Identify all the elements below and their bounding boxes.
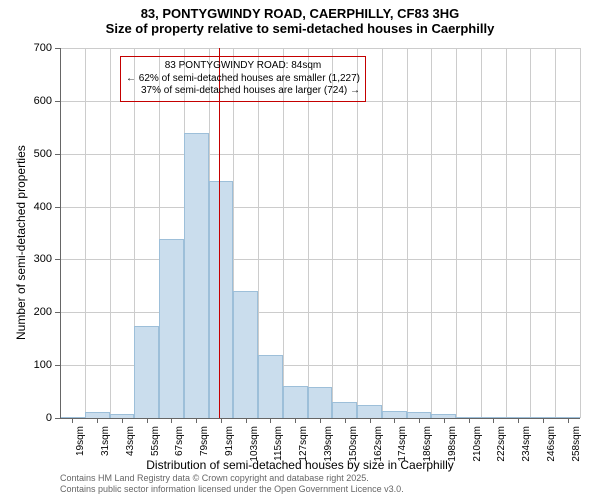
x-tick-mark <box>394 418 395 423</box>
x-tick-mark <box>295 418 296 423</box>
x-tick-mark <box>171 418 172 423</box>
x-tick-label: 222sqm <box>496 426 507 462</box>
annotation-box: 83 PONTYGWINDY ROAD: 84sqm← 62% of semi-… <box>120 56 366 102</box>
x-tick-label: 55sqm <box>150 426 161 456</box>
gridline-vertical <box>481 48 482 418</box>
x-tick-mark <box>518 418 519 423</box>
gridline-vertical <box>332 48 333 418</box>
gridline-vertical <box>110 48 111 418</box>
x-tick-mark <box>147 418 148 423</box>
y-tick-label: 0 <box>46 412 52 424</box>
x-tick-label: 115sqm <box>273 426 284 461</box>
x-tick-label: 127sqm <box>298 426 309 462</box>
gridline-vertical <box>283 48 284 418</box>
x-tick-label: 198sqm <box>447 426 458 462</box>
x-tick-mark <box>543 418 544 423</box>
histogram-bar <box>382 411 407 418</box>
x-tick-label: 103sqm <box>249 426 260 462</box>
histogram-bar <box>184 133 209 418</box>
gridline-vertical <box>580 48 581 418</box>
gridline-horizontal <box>60 154 580 155</box>
x-tick-labels: 19sqm 31sqm 43sqm 55sqm 67sqm 79sqm 91sqm 103sq… <box>60 420 580 460</box>
x-tick-mark <box>493 418 494 423</box>
gridline-horizontal <box>60 48 580 49</box>
gridline-vertical <box>85 48 86 418</box>
chart-title-sub: Size of property relative to semi-detach… <box>0 21 600 36</box>
histogram-bar <box>134 326 159 419</box>
y-tick-labels: 0100200300400500600700 <box>0 48 56 418</box>
x-tick-label: 91sqm <box>224 426 235 456</box>
x-tick-label: 246sqm <box>546 426 557 462</box>
y-tick-label: 500 <box>34 148 52 160</box>
gridline-horizontal <box>60 207 580 208</box>
x-tick-label: 210sqm <box>472 426 483 462</box>
gridline-vertical <box>506 48 507 418</box>
x-axis-label: Distribution of semi-detached houses by … <box>0 458 600 472</box>
x-tick-mark <box>270 418 271 423</box>
x-tick-label: 186sqm <box>422 426 433 462</box>
footer-line2: Contains public sector information licen… <box>60 484 404 496</box>
x-tick-mark <box>419 418 420 423</box>
x-tick-mark <box>196 418 197 423</box>
x-tick-mark <box>320 418 321 423</box>
x-tick-label: 174sqm <box>397 426 408 462</box>
gridline-vertical <box>308 48 309 418</box>
y-tick-label: 400 <box>34 201 52 213</box>
x-tick-mark <box>444 418 445 423</box>
y-axis-line <box>60 48 61 418</box>
x-tick-mark <box>97 418 98 423</box>
histogram-bar <box>209 181 234 418</box>
x-tick-label: 19sqm <box>75 426 86 456</box>
histogram-bar <box>159 239 184 418</box>
x-tick-label: 79sqm <box>199 426 210 456</box>
histogram-bar <box>233 291 258 418</box>
x-tick-label: 162sqm <box>373 426 384 462</box>
reference-line <box>219 48 220 418</box>
x-tick-label: 139sqm <box>323 426 334 462</box>
annotation-line: 83 PONTYGWINDY ROAD: 84sqm <box>126 60 360 73</box>
histogram-bar <box>283 386 308 418</box>
y-tick-label: 100 <box>34 359 52 371</box>
footer-attribution: Contains HM Land Registry data © Crown c… <box>60 473 404 496</box>
gridline-vertical <box>382 48 383 418</box>
y-tick-label: 700 <box>34 42 52 54</box>
gridline-vertical <box>555 48 556 418</box>
x-tick-label: 43sqm <box>125 426 136 456</box>
gridline-vertical <box>530 48 531 418</box>
gridline-vertical <box>456 48 457 418</box>
x-tick-label: 258sqm <box>571 426 582 462</box>
x-tick-label: 150sqm <box>348 426 359 462</box>
x-tick-mark <box>370 418 371 423</box>
x-tick-label: 234sqm <box>521 426 532 462</box>
y-tick-label: 300 <box>34 253 52 265</box>
plot-area: 83 PONTYGWINDY ROAD: 84sqm← 62% of semi-… <box>60 48 580 418</box>
x-tick-mark <box>221 418 222 423</box>
x-tick-mark <box>246 418 247 423</box>
histogram-bar <box>357 405 382 418</box>
gridline-vertical <box>431 48 432 418</box>
x-tick-mark <box>469 418 470 423</box>
x-tick-mark <box>72 418 73 423</box>
annotation-line: ← 62% of semi-detached houses are smalle… <box>126 73 360 86</box>
x-tick-mark <box>568 418 569 423</box>
histogram-bar <box>308 387 333 418</box>
y-tick-label: 600 <box>34 95 52 107</box>
gridline-vertical <box>357 48 358 418</box>
histogram-bar <box>332 402 357 418</box>
x-tick-label: 67sqm <box>174 426 185 456</box>
histogram-bar <box>258 355 283 418</box>
chart-container: 83, PONTYGWINDY ROAD, CAERPHILLY, CF83 3… <box>0 0 600 500</box>
gridline-vertical <box>407 48 408 418</box>
y-tick-label: 200 <box>34 306 52 318</box>
x-tick-mark <box>345 418 346 423</box>
x-tick-label: 31sqm <box>100 426 111 456</box>
annotation-line: 37% of semi-detached houses are larger (… <box>126 85 360 98</box>
chart-title-main: 83, PONTYGWINDY ROAD, CAERPHILLY, CF83 3… <box>0 0 600 21</box>
gridline-horizontal <box>60 259 580 260</box>
footer-line1: Contains HM Land Registry data © Crown c… <box>60 473 404 485</box>
gridline-horizontal <box>60 312 580 313</box>
x-tick-mark <box>122 418 123 423</box>
